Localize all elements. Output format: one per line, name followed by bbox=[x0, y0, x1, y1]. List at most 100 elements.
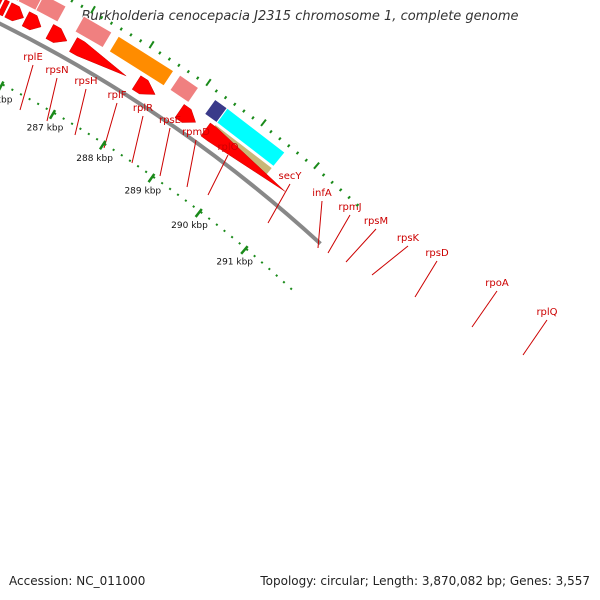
gene-rpsK-label[interactable]: rpsK bbox=[397, 233, 420, 244]
gene-rpmD-label[interactable]: rpmD bbox=[182, 127, 210, 138]
outer-tick bbox=[242, 109, 246, 113]
gene-rpsD-label[interactable]: rpsD bbox=[425, 248, 449, 259]
cds-arrow-9[interactable] bbox=[0, 0, 3, 13]
outer-tick bbox=[177, 63, 181, 68]
gene-rpoA-leader bbox=[471, 290, 498, 328]
outer-tick bbox=[278, 136, 282, 141]
scale-minor-tick bbox=[87, 132, 91, 136]
scale-minor-tick bbox=[176, 193, 180, 197]
gene-infA-leader bbox=[317, 200, 323, 249]
outer-tick bbox=[338, 188, 343, 192]
scale-minor-tick bbox=[160, 181, 164, 185]
scale-major-tick bbox=[98, 140, 107, 151]
gene-infA-label[interactable]: infA bbox=[312, 188, 332, 199]
outer-tick bbox=[223, 95, 228, 100]
gene-rplR-label[interactable]: rplR bbox=[133, 103, 153, 114]
cds-arrow-13[interactable] bbox=[45, 24, 68, 43]
scale-tick-label: 289 kbp bbox=[124, 186, 161, 196]
scale-minor-tick bbox=[289, 287, 293, 291]
scale-tick-label: 287 kbp bbox=[27, 123, 64, 133]
scale-minor-tick bbox=[2, 83, 6, 87]
scale-minor-tick bbox=[120, 153, 124, 157]
scale-minor-tick bbox=[70, 122, 74, 126]
scale-major-tick bbox=[0, 81, 5, 91]
scale-minor-tick bbox=[200, 211, 203, 214]
scale-minor-tick bbox=[184, 199, 188, 203]
outer-tick bbox=[167, 57, 172, 61]
cds-arrow-15[interactable] bbox=[131, 75, 156, 95]
outer-tick bbox=[286, 144, 291, 148]
gene-rpsM-leader bbox=[345, 228, 377, 263]
accession-label: Accession: NC_011000 bbox=[9, 574, 146, 588]
scale-minor-tick bbox=[245, 248, 249, 252]
gene-rplQ-label[interactable]: rplQ bbox=[536, 307, 557, 318]
genome-backbone bbox=[0, 21, 322, 246]
genome-backbone-gap bbox=[0, 15, 326, 242]
outer-tick bbox=[355, 203, 360, 207]
gene-rpoA-label[interactable]: rpoA bbox=[485, 278, 509, 289]
scale-minor-tick bbox=[238, 241, 242, 245]
scale-minor-tick bbox=[223, 229, 226, 233]
scale-minor-tick bbox=[103, 143, 107, 146]
scale-minor-tick bbox=[28, 97, 31, 101]
cds-arrow-14[interactable] bbox=[69, 37, 127, 77]
outer-tick bbox=[321, 173, 326, 177]
scale-major-tick bbox=[147, 173, 156, 183]
gene-rplO-label[interactable]: rplO bbox=[217, 142, 238, 153]
scale-minor-tick bbox=[230, 235, 234, 239]
outer-tick bbox=[330, 180, 334, 185]
gene-rpmJ-leader bbox=[327, 214, 351, 254]
scale-minor-tick bbox=[136, 164, 140, 168]
gene-rpsE-label[interactable]: rpsE bbox=[159, 115, 181, 126]
cds-arrow-16[interactable] bbox=[174, 104, 196, 123]
scale-minor-tick bbox=[260, 261, 264, 264]
gene-rpsH-label[interactable]: rpsH bbox=[74, 76, 97, 87]
scale-minor-tick bbox=[207, 217, 211, 221]
outer-tick bbox=[119, 27, 123, 31]
gene-rpmD-leader bbox=[186, 139, 197, 188]
gene-rpsK-leader bbox=[371, 245, 409, 276]
scale-tick-label: 288 kbp bbox=[76, 154, 113, 164]
box-rpoA[interactable] bbox=[108, 35, 175, 87]
scale-minor-tick bbox=[45, 107, 49, 111]
gene-rplE-label[interactable]: rplE bbox=[23, 52, 43, 63]
outer-tick bbox=[80, 4, 84, 9]
outer-tick bbox=[269, 129, 273, 134]
scale-tick-label: 291 kbp bbox=[216, 258, 253, 268]
cds-arrow-17[interactable] bbox=[200, 122, 286, 192]
outer-tick bbox=[313, 161, 320, 170]
outer-tick bbox=[251, 116, 255, 120]
scale-minor-tick bbox=[282, 280, 286, 284]
box-feature-cyan[interactable] bbox=[216, 107, 286, 168]
gene-rplR-leader bbox=[131, 115, 144, 164]
cds-arrow-12[interactable] bbox=[21, 11, 42, 31]
scale-major-tick bbox=[240, 245, 249, 255]
outer-tick bbox=[90, 5, 96, 14]
gene-rpsE-leader bbox=[159, 127, 171, 177]
outer-tick bbox=[139, 39, 143, 43]
gene-rpmJ-label[interactable]: rpmJ bbox=[338, 202, 361, 213]
scale-minor-tick bbox=[79, 127, 82, 131]
scale-minor-tick bbox=[253, 254, 256, 258]
cds-arrow-10[interactable] bbox=[0, 0, 10, 17]
box-rplQ[interactable] bbox=[169, 74, 200, 104]
scale-minor-tick bbox=[112, 148, 115, 152]
outer-tick bbox=[347, 195, 351, 200]
outer-tick bbox=[260, 118, 267, 127]
outer-tick bbox=[205, 78, 212, 87]
box-rpsD[interactable] bbox=[74, 15, 113, 49]
outer-tick bbox=[158, 51, 162, 55]
outer-tick bbox=[233, 102, 237, 107]
scale-minor-tick bbox=[215, 223, 219, 227]
gene-rpsN-label[interactable]: rpsN bbox=[45, 65, 68, 76]
outer-tick bbox=[196, 76, 200, 80]
scale-minor-tick bbox=[168, 187, 172, 191]
gene-rpsM-label[interactable]: rpsM bbox=[364, 216, 388, 227]
gene-secY-label[interactable]: secY bbox=[279, 171, 303, 182]
box-rpsK[interactable] bbox=[35, 0, 67, 23]
cds-arrow-11[interactable] bbox=[4, 2, 24, 22]
map-title: Burkholderia cenocepacia J2315 chromosom… bbox=[81, 9, 519, 24]
gene-rplF-label[interactable]: rplF bbox=[108, 90, 127, 101]
